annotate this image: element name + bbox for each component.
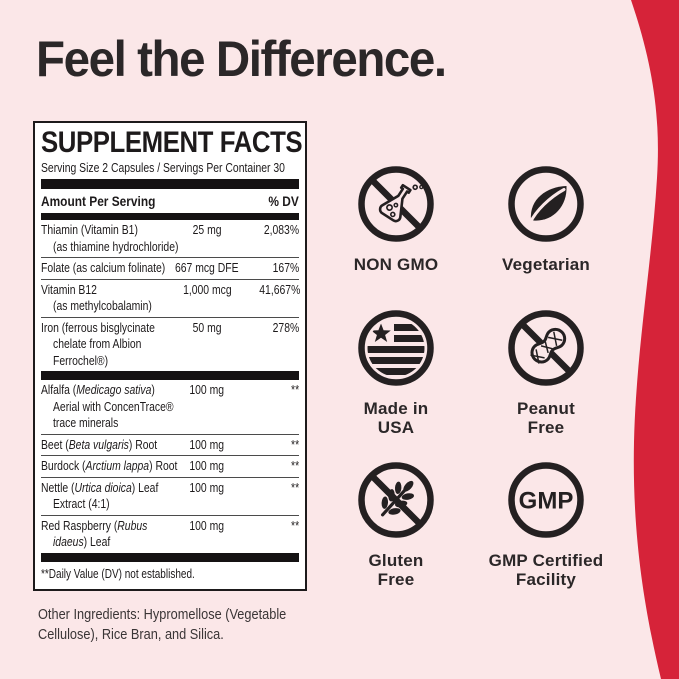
divider-thick (41, 179, 299, 189)
badge-label: Vegetarian (502, 255, 590, 274)
ingredient-name-continued: Ferrochel®) (53, 352, 109, 368)
table-row: Thiamin (Vitamin B1) 25 mg 2,083% (as thiam… (41, 220, 299, 257)
badge-gmp-certified: GMP GMP Certified Facility (471, 461, 621, 589)
ingredient-amount: 1,000 mcg (182, 281, 232, 297)
page-title: Feel the Difference. (36, 30, 467, 88)
badge-label: Gluten Free (368, 551, 424, 589)
ingredient-name-continued: Extract (4:1) (53, 496, 110, 511)
gmp-circle-icon: GMP (508, 462, 584, 538)
ingredient-amount: 25 mg (192, 222, 222, 237)
ingredient-dv: ** (290, 517, 299, 533)
table-row: Alfalfa (Medicago sativa) 100 mg ** Aerial … (41, 380, 299, 434)
usa-flag-icon (358, 310, 434, 386)
ingredient-dv: ** (290, 458, 299, 473)
no-wheat-icon (358, 462, 434, 538)
daily-value-footnote: **Daily Value (DV) not established. (41, 566, 195, 581)
table-row: Vitamin B12 1,000 mcg 41,667% (as methylcob… (41, 280, 301, 317)
divider (41, 371, 299, 380)
divider (41, 278, 299, 280)
ingredient-name-continued: Aerial with ConcenTrace® (53, 398, 174, 414)
no-gmo-flask-icon (358, 166, 434, 242)
red-wave-shape (631, 0, 679, 679)
gmp-icon-text: GMP (519, 488, 574, 515)
supplement-facts-title: SUPPLEMENT FACTS (41, 126, 303, 159)
amount-per-serving-header: Amount Per Serving (41, 193, 156, 209)
ingredient-name: Alfalfa (Medicago sativa) (41, 382, 155, 397)
supplement-facts-panel: SUPPLEMENT FACTS Serving Size 2 Capsules… (33, 121, 307, 591)
serving-size-line: Serving Size 2 Capsules / Servings Per C… (41, 160, 285, 175)
badge-label: NON GMO (353, 255, 439, 274)
ingredient-name: Folate (as calcium folinate) (41, 260, 166, 275)
ingredient-name-continued: (as methylcobalamin) (53, 298, 152, 313)
badge-label: Made in USA (363, 399, 429, 437)
page-title-text: Feel the Difference. (36, 31, 447, 87)
ingredient-dv: ** (290, 382, 299, 397)
table-row: Beet (Beta vulgaris) Root 100 mg ** (41, 435, 299, 456)
ingredient-amount: 667 mcg DFE (175, 260, 239, 275)
ingredient-amount: 100 mg (189, 458, 225, 473)
other-ingredients-text: Other Ingredients: Hypromellose (Vegetab… (38, 607, 287, 643)
ingredient-name: Beet (Beta vulgaris) Root (41, 436, 158, 452)
divider (41, 316, 299, 318)
badge-peanut-free: Peanut Free (471, 309, 621, 437)
ingredient-name-continued: idaeus) Leaf (53, 534, 111, 549)
table-header: Amount Per Serving % DV (41, 189, 299, 213)
no-peanut-icon (508, 310, 584, 386)
ingredient-dv: ** (290, 479, 299, 495)
ingredient-amount: 100 mg (189, 436, 225, 452)
ingredient-name-continued: chelate from Albion (53, 336, 142, 351)
ingredient-name: Burdock (Arctium lappa) Root (41, 458, 178, 473)
supplement-rows: Thiamin (Vitamin B1) 25 mg 2,083% (as thiam… (41, 220, 301, 562)
ingredient-amount: 100 mg (189, 517, 225, 533)
ingredient-amount: 100 mg (189, 479, 225, 495)
ingredient-amount: 50 mg (192, 319, 222, 335)
ingredient-name-continued: trace minerals (53, 415, 119, 430)
divider (41, 257, 299, 258)
divider (41, 552, 299, 562)
divider (41, 476, 299, 478)
divider (41, 433, 299, 435)
divider (41, 455, 299, 456)
badge-made-in-usa: Made in USA (321, 309, 471, 437)
table-row: Nettle (Urtica dioica) Leaf 100 mg ** Extra… (41, 478, 299, 515)
ingredient-name: Red Raspberry (Rubus (41, 517, 148, 533)
ingredient-name-continued: (as thiamine hydrochloride) (53, 238, 179, 254)
table-row: Folate (as calcium folinate) 667 mcg DFE 1… (41, 258, 299, 279)
ingredient-dv: 2,083% (263, 222, 299, 237)
badge-vegetarian: Vegetarian (471, 165, 621, 274)
ingredient-dv: 41,667% (259, 281, 301, 297)
badge-label: Peanut Free (517, 399, 575, 437)
ingredient-dv: ** (290, 436, 299, 452)
ingredient-dv: 167% (272, 260, 299, 275)
divider-thick (41, 213, 299, 220)
dv-header: % DV (268, 193, 299, 209)
divider (41, 514, 299, 516)
table-row: Burdock (Arctium lappa) Root 100 mg ** (41, 456, 299, 477)
table-row: Iron (ferrous bisglycinate 50 mg 278% chela… (41, 318, 299, 372)
ingredient-dv: 278% (272, 319, 299, 335)
ingredient-name: Iron (ferrous bisglycinate (41, 319, 155, 335)
ingredient-name: Nettle (Urtica dioica) Leaf (41, 479, 159, 495)
ingredient-name: Thiamin (Vitamin B1) (41, 222, 138, 237)
table-row: Red Raspberry (Rubus 100 mg ** idaeus) Leaf (41, 516, 299, 553)
ingredient-amount: 100 mg (189, 382, 225, 397)
vegetarian-leaf-icon (508, 166, 584, 242)
badge-label: GMP Certified Facility (488, 551, 604, 589)
badge-gluten-free: Gluten Free (321, 461, 471, 589)
ingredient-name: Vitamin B12 (41, 281, 97, 297)
badge-non-gmo: NON GMO (321, 165, 471, 274)
